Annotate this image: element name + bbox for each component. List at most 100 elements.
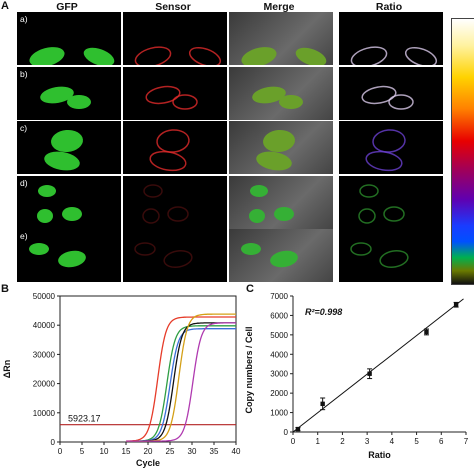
cell-2 — [358, 208, 376, 224]
x-axis-label: Ratio — [368, 450, 391, 460]
y-axis-label: Copy numbers / Cell — [244, 326, 254, 413]
cell-3 — [383, 206, 405, 222]
cell-2 — [256, 151, 292, 171]
row-label-4: d) — [20, 178, 28, 188]
ratio-color-scale — [451, 18, 474, 285]
image-merge-row-1 — [229, 12, 333, 65]
data-point-3 — [367, 371, 372, 376]
data-point-1 — [295, 426, 301, 432]
x-tick-label: 10 — [100, 447, 109, 456]
cell-2 — [379, 250, 409, 268]
image-ratio-row-3 — [339, 121, 443, 174]
data-point-5 — [453, 302, 459, 307]
x-tick-label: 25 — [166, 447, 175, 456]
y-tick-label: 1000 — [270, 409, 288, 418]
cell-1 — [252, 86, 286, 104]
x-axis-label: Cycle — [136, 458, 160, 468]
y-tick-label: 7000 — [270, 292, 288, 301]
cell-1 — [350, 46, 388, 65]
amplification-curve-5 — [126, 313, 236, 442]
image-sensor-row-4 — [123, 176, 227, 229]
row-label-2: b) — [20, 69, 28, 79]
image-gfp-row-3: c) — [17, 121, 121, 174]
image-sensor-row-1 — [123, 12, 227, 65]
cell-2 — [37, 209, 53, 223]
cell-2 — [67, 95, 91, 109]
cell-2 — [388, 94, 414, 110]
y-tick-label: 30000 — [33, 350, 56, 359]
cell-2 — [142, 208, 160, 224]
image-gfp-row-4: d) — [17, 176, 121, 229]
image-ratio-row-1 — [339, 12, 443, 65]
row-label-1: a) — [20, 14, 28, 24]
cell-1 — [263, 129, 295, 153]
r-squared-label: R²=0.998 — [305, 307, 342, 317]
cell-2 — [188, 46, 222, 65]
panel-letter-c: C — [246, 283, 254, 295]
cell-1 — [29, 243, 49, 255]
image-merge-row-4 — [229, 176, 333, 229]
data-point-2 — [320, 401, 325, 407]
cell-3 — [274, 207, 294, 221]
cell-2 — [249, 209, 265, 223]
cell-2 — [83, 47, 115, 65]
y-tick-label: 2000 — [270, 389, 288, 398]
image-sensor-row-3 — [123, 121, 227, 174]
y-tick-label: 50000 — [33, 292, 56, 301]
image-ratio-row-4 — [339, 176, 443, 229]
amplification-curve-4 — [126, 322, 236, 442]
column-header-ratio: Ratio — [375, 1, 403, 13]
cell-2 — [58, 250, 86, 268]
cell-3 — [167, 206, 189, 222]
cell-3 — [62, 207, 82, 221]
cell-1 — [372, 129, 406, 153]
image-sensor-row-5 — [123, 229, 227, 282]
row-label-5: e) — [20, 231, 28, 241]
cell-1 — [361, 85, 397, 105]
image-ratio-row-2 — [339, 67, 443, 120]
copy-number-calibration-chart: 0 1 2 3 4 5 6 7 0 1000 2000 3000 4000 5000 6000 7000 Rat… — [244, 292, 469, 460]
image-merge-row-2 — [229, 67, 333, 120]
row-label-3: c) — [20, 123, 28, 133]
image-gfp-row-2: b) — [17, 67, 121, 120]
x-tick-label: 15 — [122, 447, 131, 456]
y-tick-label: 40000 — [33, 321, 56, 330]
cell-1 — [40, 86, 74, 104]
cell-1 — [29, 47, 65, 65]
cell-2 — [44, 151, 80, 171]
cell-1 — [134, 242, 156, 256]
cell-1 — [350, 242, 372, 256]
x-tick-label: 0 — [291, 437, 296, 446]
image-sensor-row-2 — [123, 67, 227, 120]
cell-1 — [241, 243, 261, 255]
x-tick-label: 4 — [390, 437, 395, 446]
y-tick-label: 5000 — [270, 331, 288, 340]
qpcr-amplification-chart: 0 5 10 15 20 25 30 35 40 0 10000 20000 30000 40000 500… — [2, 292, 241, 468]
column-header-gfp: GFP — [56, 1, 78, 13]
amplification-curve-6 — [126, 322, 236, 442]
x-tick-label: 5 — [80, 447, 85, 456]
cell-1 — [145, 85, 181, 105]
x-tick-label: 7 — [464, 437, 469, 446]
x-tick-label: 35 — [210, 447, 219, 456]
cell-2 — [270, 250, 298, 268]
cell-1 — [156, 129, 190, 153]
image-ratio-row-5 — [339, 229, 443, 282]
x-tick-label: 0 — [58, 447, 63, 456]
panel-letter-b: B — [1, 283, 9, 295]
x-tick-label: 40 — [232, 447, 241, 456]
x-tick-label: 6 — [439, 437, 444, 446]
y-tick-label: 10000 — [33, 409, 56, 418]
image-merge-row-5 — [229, 229, 333, 282]
cell-2 — [295, 47, 327, 65]
column-header-sensor: Sensor — [155, 1, 191, 13]
y-tick-label: 3000 — [270, 370, 288, 379]
y-tick-label: 20000 — [33, 380, 56, 389]
x-tick-label: 1 — [315, 437, 320, 446]
cell-2 — [172, 94, 198, 110]
panel-letter-a: A — [1, 0, 9, 12]
x-tick-label: 3 — [365, 437, 370, 446]
cell-1 — [51, 129, 83, 153]
fit-line — [292, 298, 464, 433]
data-point-4 — [424, 329, 429, 335]
